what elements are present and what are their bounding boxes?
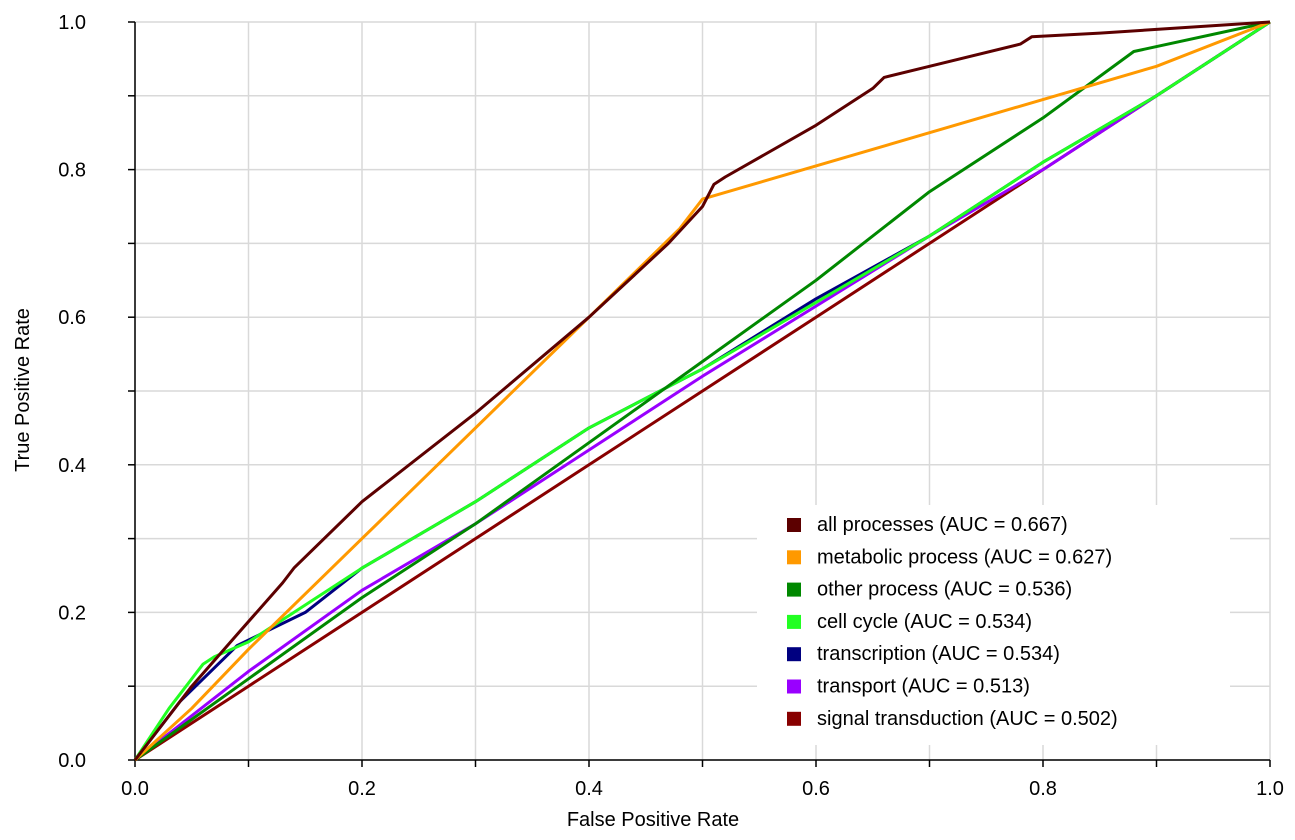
x-tick-label: 0.0 <box>121 778 149 800</box>
legend-swatch <box>787 647 801 662</box>
legend-swatch <box>787 614 801 629</box>
y-tick-label: 1.0 <box>58 12 86 34</box>
legend-swatch <box>787 582 801 597</box>
tick-labels: 0.0 0.2 0.4 0.6 0.8 1.0 0.0 0.2 0.4 0.6 0.8 1.0 <box>58 12 1284 800</box>
y-tick-label: 0.4 <box>58 455 86 477</box>
legend-swatch <box>787 518 801 532</box>
legend-label: all processes (AUC = 0.667) <box>817 514 1068 536</box>
legend: all processes (AUC = 0.667) metabolic pro… <box>757 505 1230 745</box>
legend-swatch <box>787 711 801 726</box>
x-tick-label: 0.2 <box>348 778 376 800</box>
legend-swatch <box>787 679 801 694</box>
legend-label: signal transduction (AUC = 0.502) <box>817 708 1118 730</box>
y-tick-label: 0.6 <box>58 307 86 329</box>
legend-label: cell cycle (AUC = 0.534) <box>817 611 1032 633</box>
legend-label: transport (AUC = 0.513) <box>817 676 1030 698</box>
x-tick-label: 1.0 <box>1256 778 1284 800</box>
y-tick-label: 0.0 <box>58 750 86 772</box>
x-tick-label: 0.6 <box>802 778 830 800</box>
series-lines <box>133 20 1271 762</box>
y-tick-label: 0.2 <box>58 602 86 624</box>
y-tick-label: 0.8 <box>58 160 86 182</box>
series-line <box>133 20 1271 761</box>
legend-swatch <box>787 550 801 565</box>
series-line <box>134 20 1271 762</box>
y-axis-title: True Positive Rate <box>12 308 34 472</box>
series-line <box>134 20 1271 762</box>
x-axis-title: False Positive Rate <box>567 809 739 831</box>
legend-box <box>757 505 1230 745</box>
x-tick-label: 0.4 <box>575 778 603 800</box>
legend-label: other process (AUC = 0.536) <box>817 579 1072 601</box>
x-tick-label: 0.8 <box>1029 778 1057 800</box>
legend-label: transcription (AUC = 0.534) <box>817 643 1060 665</box>
legend-label: metabolic process (AUC = 0.627) <box>817 546 1112 568</box>
series-line <box>133 20 1271 761</box>
axes <box>128 21 1271 767</box>
